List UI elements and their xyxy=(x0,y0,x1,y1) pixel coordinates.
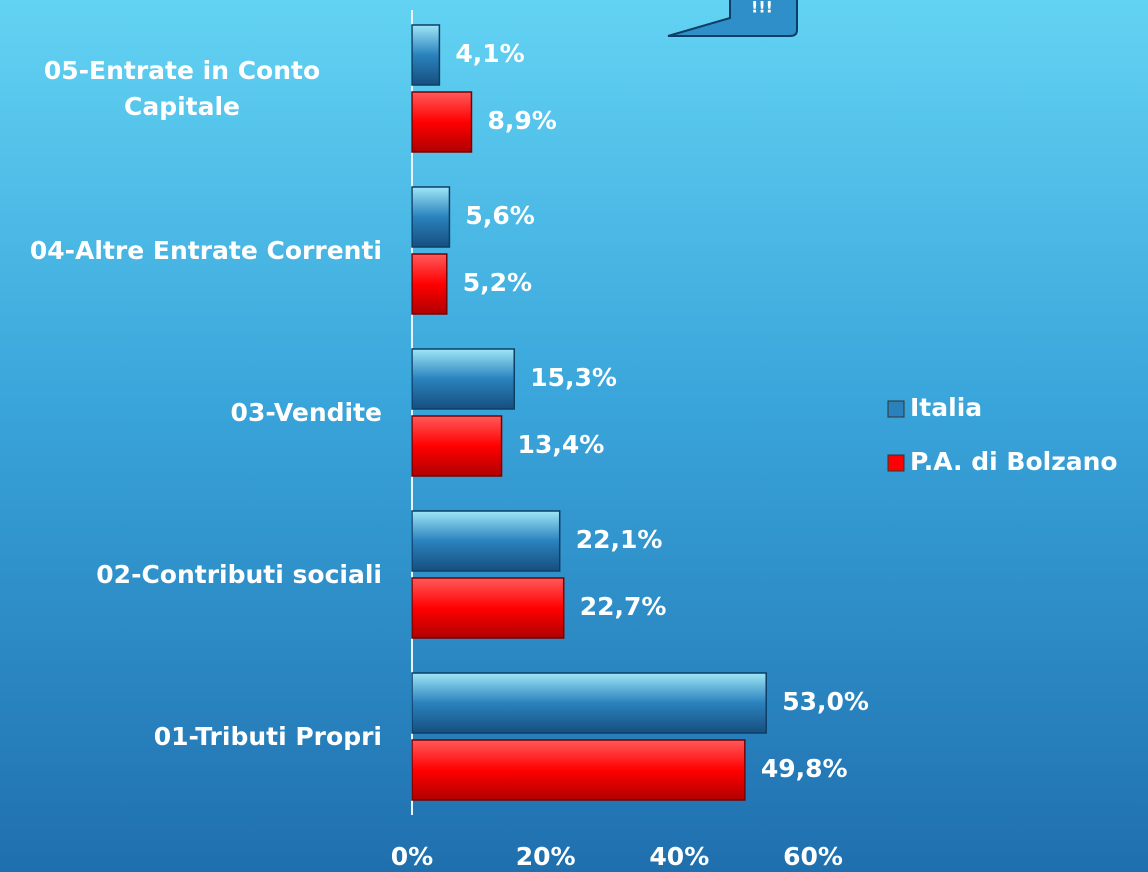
callout xyxy=(667,0,798,37)
bar xyxy=(411,253,448,315)
data-label: 5,2% xyxy=(463,268,532,297)
bar xyxy=(411,91,473,153)
bar xyxy=(411,577,565,639)
x-tick-label: 40% xyxy=(649,842,709,871)
category-label: 04-Altre Entrate Correnti xyxy=(29,236,382,265)
data-label: 49,8% xyxy=(761,754,848,783)
bar xyxy=(411,348,516,410)
bar xyxy=(411,739,746,801)
legend-swatch xyxy=(887,454,905,472)
callout-text: !!! xyxy=(751,0,773,17)
legend-label: Italia xyxy=(910,393,982,422)
bar xyxy=(411,672,767,734)
data-label: 22,7% xyxy=(580,592,667,621)
data-label: 53,0% xyxy=(782,687,869,716)
category-label: 02-Contributi sociali xyxy=(96,560,382,589)
x-tick-label: 0% xyxy=(391,842,433,871)
x-tick-label: 60% xyxy=(783,842,843,871)
bar xyxy=(411,415,503,477)
data-label: 8,9% xyxy=(487,106,556,135)
bar xyxy=(411,510,561,572)
legend-label: P.A. di Bolzano xyxy=(910,447,1118,476)
legend-swatch xyxy=(887,400,905,418)
data-label: 5,6% xyxy=(465,201,534,230)
data-label: 13,4% xyxy=(518,430,605,459)
x-tick-label: 20% xyxy=(516,842,576,871)
category-label: 01-Tributi Propri xyxy=(153,722,382,751)
category-label: 05-Entrate in Conto Capitale xyxy=(43,56,321,121)
data-label: 15,3% xyxy=(530,363,617,392)
data-label: 22,1% xyxy=(576,525,663,554)
category-label: 03-Vendite xyxy=(230,398,382,427)
data-label: 4,1% xyxy=(455,39,524,68)
bar xyxy=(411,24,441,86)
bar xyxy=(411,186,451,248)
